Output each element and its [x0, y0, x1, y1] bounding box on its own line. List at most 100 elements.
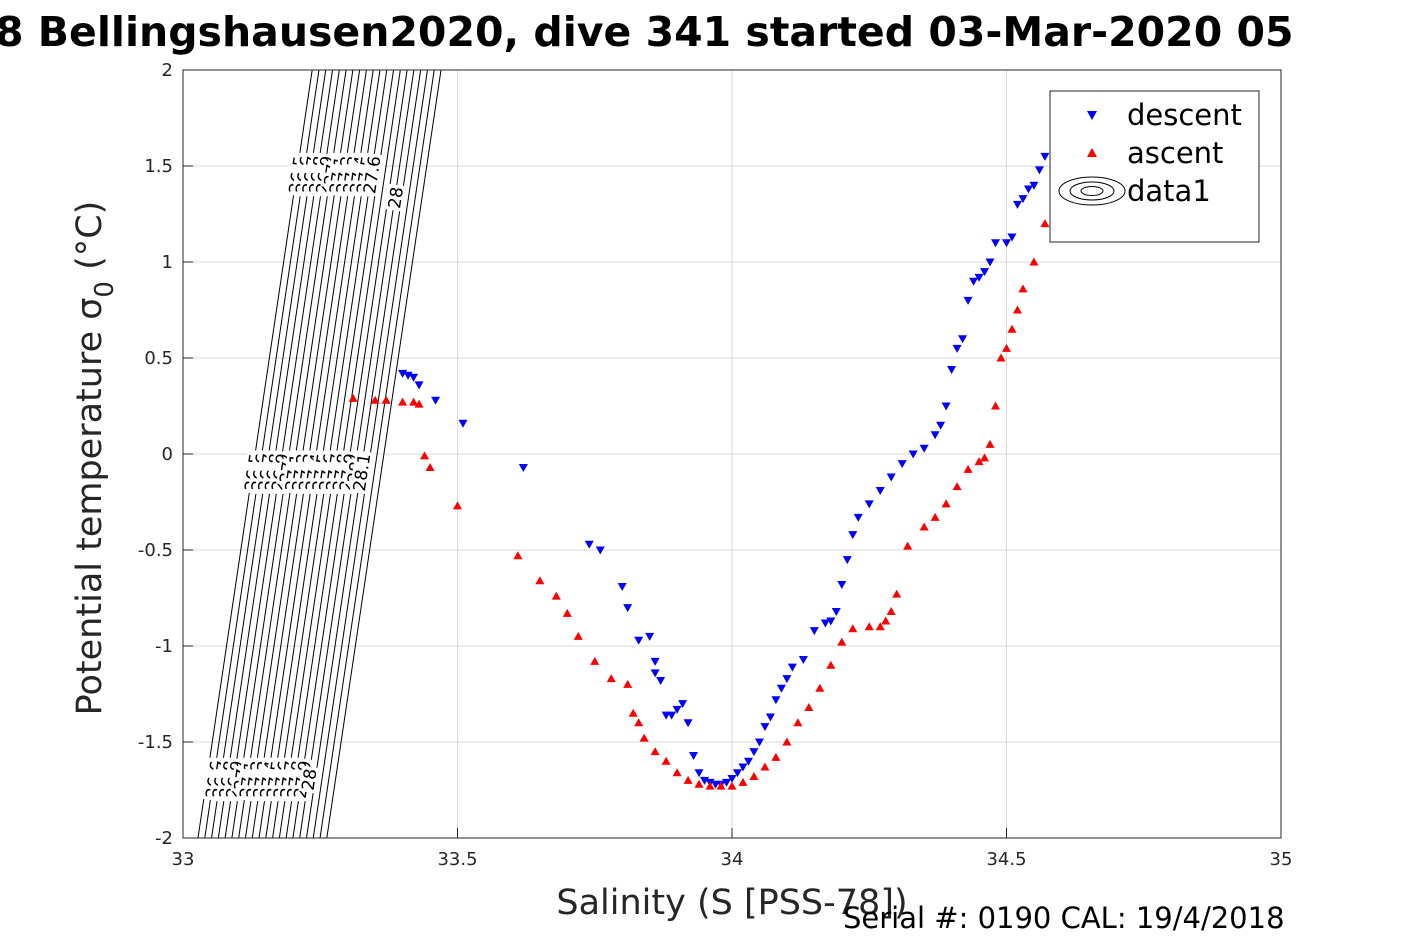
ascent-point — [749, 772, 759, 781]
ascent-point — [1012, 305, 1022, 314]
descent-point — [897, 460, 907, 469]
ascent-point — [683, 775, 693, 784]
contour-label-bg — [349, 450, 376, 495]
ascent-point — [398, 397, 408, 406]
descent-point — [820, 619, 830, 628]
ascent-point — [760, 762, 770, 771]
descent-point — [617, 582, 627, 591]
ascent-point — [1040, 219, 1050, 228]
contour-label-bg — [298, 765, 322, 794]
descent-point — [969, 277, 979, 286]
descent-point — [952, 344, 962, 353]
ascent-point — [370, 395, 380, 404]
ascent-point — [551, 591, 561, 600]
y-axis-label-unit: (°C) — [70, 201, 110, 281]
descent-point — [683, 719, 693, 728]
ascent-point — [980, 453, 990, 462]
ascent-point — [952, 482, 962, 491]
descent-point — [431, 396, 441, 405]
x-tick-label: 33.5 — [437, 849, 477, 870]
y-tick-label: -1 — [155, 636, 173, 657]
ascent-point — [941, 499, 951, 508]
y-tick-label: -1.5 — [138, 732, 173, 753]
descent-point — [886, 473, 896, 482]
ascent-point — [903, 541, 913, 550]
x-axis-ticks: 33 33.5 34 34.5 35 — [172, 828, 1292, 870]
descent-point — [1029, 181, 1039, 190]
y-axis-label-subscript: 0 — [90, 281, 120, 298]
ascent-point — [634, 718, 644, 727]
descent-point — [919, 444, 929, 453]
ascent-point — [535, 576, 545, 585]
descent-point — [1002, 239, 1011, 248]
descent-point — [458, 419, 468, 428]
descent-point — [1012, 200, 1022, 209]
descent-point — [908, 450, 918, 459]
isopycnal-line — [319, 69, 435, 839]
ascent-point — [562, 608, 572, 617]
x-axis-label: Salinity (S [PSS-78]) — [556, 883, 907, 923]
descent-point — [848, 531, 858, 540]
ascent-point — [930, 512, 940, 521]
descent-point — [667, 711, 677, 720]
ascent-point — [974, 457, 984, 466]
ascent-point — [628, 708, 638, 717]
descent-point — [875, 486, 885, 495]
descent-point — [760, 723, 770, 732]
ascent-point — [985, 439, 995, 448]
ascent-point — [804, 702, 814, 711]
ascent-point — [738, 777, 748, 786]
ascent-point — [1029, 257, 1039, 266]
descent-point — [831, 607, 841, 616]
ascent-point — [991, 401, 1001, 410]
legend-entry-data1: data1 — [1127, 174, 1211, 208]
ascent-point — [425, 462, 435, 471]
y-axis-ticks: -2 -1.5 -1 -0.5 0 0.5 1 1.5 2 — [138, 60, 193, 849]
descent-point — [958, 335, 968, 344]
ascent-point — [1002, 343, 1011, 352]
legend-descent-marker — [1087, 111, 1097, 120]
descent-point — [941, 402, 951, 411]
ascent-point — [573, 631, 583, 640]
ascent-point — [1007, 324, 1017, 333]
ascent-point — [650, 747, 660, 756]
descent-point — [656, 677, 666, 686]
descent-point — [837, 581, 847, 590]
descent-point — [798, 655, 808, 664]
ascent-point — [705, 781, 715, 790]
descent-point — [743, 757, 753, 766]
descent-point — [974, 273, 984, 282]
ascent-point — [590, 656, 600, 665]
legend-entry-descent: descent — [1127, 98, 1242, 132]
descent-point — [963, 296, 973, 305]
descent-point — [1040, 152, 1050, 161]
ascent-point — [881, 616, 891, 625]
descent-point — [826, 617, 836, 626]
ascent-point — [672, 768, 682, 777]
contour-label-bg — [384, 183, 409, 213]
y-tick-label: 0.5 — [144, 348, 173, 369]
ascent-point — [420, 451, 430, 460]
ascent-point — [606, 674, 616, 683]
descent-point — [409, 373, 419, 382]
descent-point — [776, 684, 786, 693]
ascent-point — [623, 679, 633, 688]
ascent-point — [793, 718, 803, 727]
descent-point — [1007, 233, 1017, 242]
chart-title: 8 Bellingshausen2020, dive 341 started 0… — [0, 8, 1294, 56]
ascent-point — [348, 393, 358, 402]
x-tick-label: 34 — [721, 849, 744, 870]
descent-point — [678, 700, 688, 709]
descent-point — [727, 774, 737, 783]
descent-point — [787, 663, 797, 672]
legend-box — [1049, 90, 1260, 243]
ascent-point — [453, 501, 462, 510]
ascent-point — [639, 733, 649, 742]
grid-lines — [183, 70, 1281, 838]
ascent-point — [875, 622, 885, 631]
descent-point — [595, 546, 605, 555]
ascent-point — [826, 660, 836, 669]
ascent-point — [919, 522, 929, 531]
descent-point — [623, 604, 633, 613]
y-axis-label-main: Potential temperature — [70, 320, 110, 716]
